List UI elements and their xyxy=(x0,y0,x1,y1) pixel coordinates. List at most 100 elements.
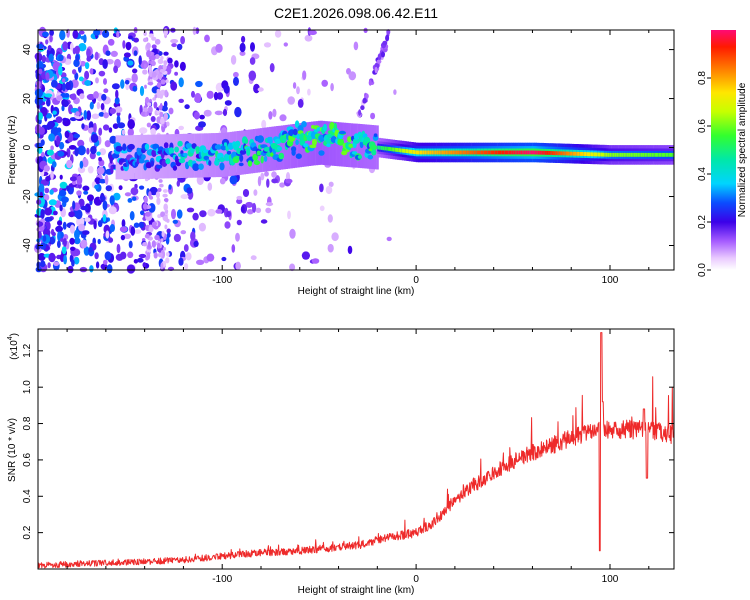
spectrogram-speckle xyxy=(250,42,255,52)
spectrogram-speckle xyxy=(134,229,142,235)
spectrogram-speckle xyxy=(157,187,162,192)
spectrogram-speckle xyxy=(393,89,397,95)
spectrogram-ridge-halo xyxy=(294,123,298,168)
spectrogram-speckle xyxy=(44,207,52,216)
spectrogram-speckle xyxy=(149,186,158,196)
spectrogram-speckle xyxy=(255,207,262,213)
spectrogram-speckle xyxy=(40,208,45,219)
spectrogram-speckle xyxy=(207,208,216,217)
spectrogram-ridge-core xyxy=(478,150,481,155)
spectrogram-speckle xyxy=(61,78,66,83)
spectrogram-ridge-core xyxy=(441,150,445,155)
spectrogram-ridge-blob xyxy=(295,139,299,145)
spectrogram-speckle xyxy=(163,60,168,66)
spectrogram-speckle xyxy=(144,96,150,105)
spectrogram-speckle xyxy=(69,224,75,234)
spectrogram-speckle xyxy=(268,111,273,120)
spectrogram-speckle xyxy=(40,260,46,268)
spectrogram-speckle xyxy=(82,185,90,192)
spectrogram-speckle xyxy=(147,241,151,249)
spectrogram-speckle xyxy=(147,106,153,114)
spectrogram-ridge-core xyxy=(504,150,507,155)
spectrogram-speckle xyxy=(138,221,145,229)
spectrogram-ridge-blob xyxy=(260,155,264,164)
spectrogram-speckle xyxy=(184,104,190,110)
spectrogram-speckle xyxy=(279,182,285,188)
spectrogram-speckle xyxy=(222,108,228,117)
spectrogram-speckle xyxy=(178,77,184,88)
spectrogram-speckle xyxy=(46,98,51,107)
spectrogram-ridge xyxy=(111,120,675,180)
spectrogram-speckle xyxy=(224,100,232,106)
spectrogram-speckle xyxy=(173,233,181,243)
spectrogram-speckle xyxy=(265,207,272,214)
spectrogram-speckle xyxy=(96,151,101,156)
spectrogram-speckle xyxy=(88,246,93,253)
spectrogram-speckle xyxy=(382,40,388,46)
spectrogram-speckle xyxy=(148,64,152,73)
spectrogram-ridge-core xyxy=(592,152,595,157)
figure-title: C2E1.2026.098.06.42.E11 xyxy=(274,5,438,21)
spectrogram-ridge-blob xyxy=(183,152,188,157)
spectrogram-ridge-core xyxy=(445,150,448,155)
spectrogram-speckle xyxy=(37,253,46,261)
spectrogram-ridge-blob xyxy=(163,142,169,149)
spectrogram-speckle xyxy=(77,166,86,174)
spectrogram-ridge-core xyxy=(401,148,404,153)
spectrogram-ridge-blob xyxy=(338,130,346,135)
spectrogram-speckle xyxy=(274,29,282,38)
spectrogram-speckle xyxy=(241,35,246,43)
spectrogram-ridge-core xyxy=(623,152,626,157)
spectrogram-speckle xyxy=(97,238,101,245)
spectrogram-ridge-blob xyxy=(195,146,200,155)
spectrogram-speckle xyxy=(330,83,334,92)
spectrogram-ridge-blob xyxy=(244,138,249,144)
spectrogram-speckle xyxy=(95,261,100,269)
spectrogram-speckle xyxy=(86,56,92,62)
spectrogram-speckle xyxy=(150,60,156,67)
spectrogram-speckle xyxy=(126,264,136,274)
spectrogram-speckle xyxy=(132,196,137,201)
spectrogram-speckle xyxy=(83,34,87,44)
spectrogram-ridge-core xyxy=(640,152,643,157)
spectrogram-speckle xyxy=(84,80,92,86)
spectrogram-speckle xyxy=(260,219,268,224)
spectrogram-speckle xyxy=(308,30,317,36)
spectrogram-ridge-core xyxy=(553,151,556,156)
spectrogram-ridge-core xyxy=(459,150,462,155)
spectrogram-speckle xyxy=(49,29,54,36)
spectrogram-speckle xyxy=(123,52,131,58)
spectrogram-ridge-core xyxy=(583,152,586,156)
spectrogram-speckle xyxy=(176,180,180,187)
spectrogram-speckle xyxy=(105,50,111,56)
spectrogram-speckle xyxy=(53,210,58,216)
spectrogram-ridge-core xyxy=(501,150,504,155)
spectrogram-speckle xyxy=(386,236,392,242)
spectrogram-speckle xyxy=(263,42,272,48)
snr-ticks: -100 0 100 0.2 0.4 0.6 0.8 1.0 1.2 xyxy=(22,329,674,585)
spectrogram-speckle xyxy=(103,78,107,85)
spectrogram-ridge-blob xyxy=(174,146,180,153)
spectrogram-speckle xyxy=(78,30,85,35)
spectrogram-ridge-core xyxy=(443,150,446,155)
spectrogram-ridge-blob xyxy=(263,146,272,152)
spectrogram-ridge-core xyxy=(576,151,579,156)
spectrogram-speckle xyxy=(48,53,54,62)
spectrogram-speckle xyxy=(57,220,63,226)
spectrogram-ridge-blob xyxy=(318,150,325,156)
spectrogram-ridge-core xyxy=(454,150,457,155)
spectrogram-ridge-core xyxy=(405,149,408,153)
spectrogram-speckle xyxy=(287,96,296,105)
spectrogram-speckle xyxy=(104,174,109,185)
spectrogram-speckle xyxy=(64,130,70,139)
spectrogram-ridge-blob xyxy=(370,144,378,151)
spectrogram-speckle xyxy=(37,112,43,121)
spectrogram-speckle xyxy=(148,226,154,233)
spectrogram-ridge-core xyxy=(569,151,572,156)
spectrogram-speckle xyxy=(261,119,267,129)
spectrogram-speckle xyxy=(168,107,174,115)
spectrogram-ridge-core xyxy=(571,151,574,156)
spectrogram-speckle xyxy=(108,127,113,133)
spectrogram-speckle xyxy=(108,237,114,243)
spectrogram-ridge-core xyxy=(473,150,476,155)
